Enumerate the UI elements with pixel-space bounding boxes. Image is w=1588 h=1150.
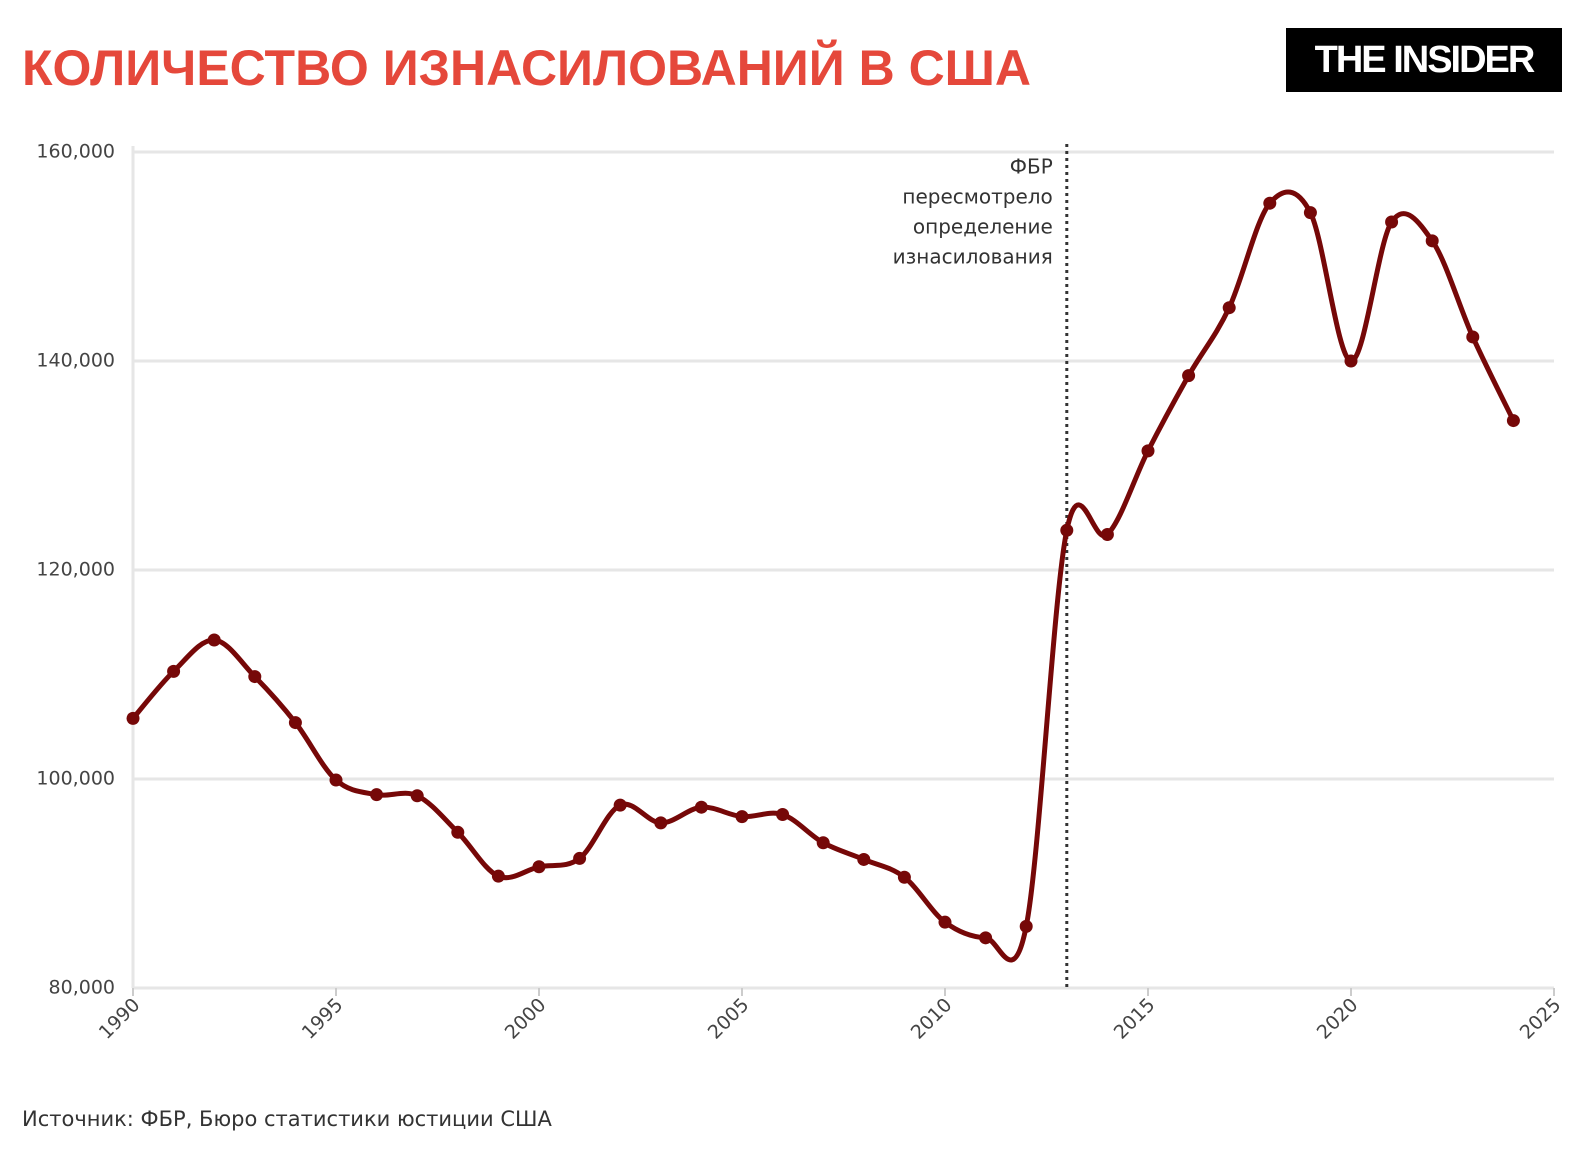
data-point	[410, 789, 424, 803]
data-point	[288, 716, 302, 730]
data-point	[491, 869, 505, 883]
data-point	[1263, 196, 1277, 210]
data-point	[897, 870, 911, 884]
data-point	[1100, 527, 1114, 541]
data-point	[979, 931, 993, 945]
y-tick-label: 160,000	[36, 141, 115, 163]
source: Источник: ФБР, Бюро статистики юстиции С…	[22, 1107, 552, 1131]
data-point	[1019, 919, 1033, 933]
x-tick-label: 2015	[1110, 994, 1160, 1044]
y-tick-label: 120,000	[36, 559, 115, 581]
data-point	[1222, 301, 1236, 315]
x-tick-label: 2010	[907, 994, 957, 1044]
data-point	[207, 633, 221, 647]
data-point	[248, 670, 262, 684]
x-tick-label: 2000	[501, 994, 551, 1044]
data-point	[613, 798, 627, 812]
y-tick-label: 140,000	[36, 350, 115, 372]
data-point	[1182, 369, 1196, 383]
data-point	[857, 852, 871, 866]
y-tick-label: 100,000	[36, 768, 115, 790]
data-point	[694, 800, 708, 814]
data-point	[370, 788, 384, 802]
annotation-text: ФБР	[1010, 155, 1053, 179]
data-point	[1344, 354, 1358, 368]
data-point	[735, 810, 749, 824]
logo: THE INSIDER	[1315, 39, 1535, 81]
data-point	[1466, 330, 1480, 344]
data-point	[816, 836, 830, 850]
x-tick-label: 2020	[1313, 994, 1363, 1044]
data-point	[573, 851, 587, 865]
annotation-text: пересмотрело	[902, 185, 1052, 209]
annotation-text: изнасилования	[893, 245, 1053, 269]
data-point	[654, 816, 668, 830]
x-tick-label: 2025	[1516, 994, 1566, 1044]
x-tick-label: 1990	[95, 994, 145, 1044]
annotation-text: определение	[913, 215, 1053, 239]
data-point	[1303, 206, 1317, 220]
data-point	[1385, 215, 1399, 229]
logo-box	[1286, 28, 1562, 92]
data-point	[1506, 414, 1520, 428]
data-point	[451, 825, 465, 839]
data-point	[329, 773, 343, 787]
data-point	[938, 915, 952, 929]
data-point	[167, 664, 181, 678]
data-point	[126, 711, 140, 725]
data-point	[532, 860, 546, 874]
x-tick-label: 2005	[704, 994, 754, 1044]
data-point	[1060, 523, 1074, 537]
x-tick-label: 1995	[298, 994, 348, 1044]
data-point	[776, 808, 790, 822]
data-point	[1425, 234, 1439, 248]
y-tick-label: 80,000	[49, 977, 115, 999]
data-point	[1141, 444, 1155, 458]
chart-title: КОЛИЧЕСТВО ИЗНАСИЛОВАНИЙ В США	[22, 39, 1031, 96]
